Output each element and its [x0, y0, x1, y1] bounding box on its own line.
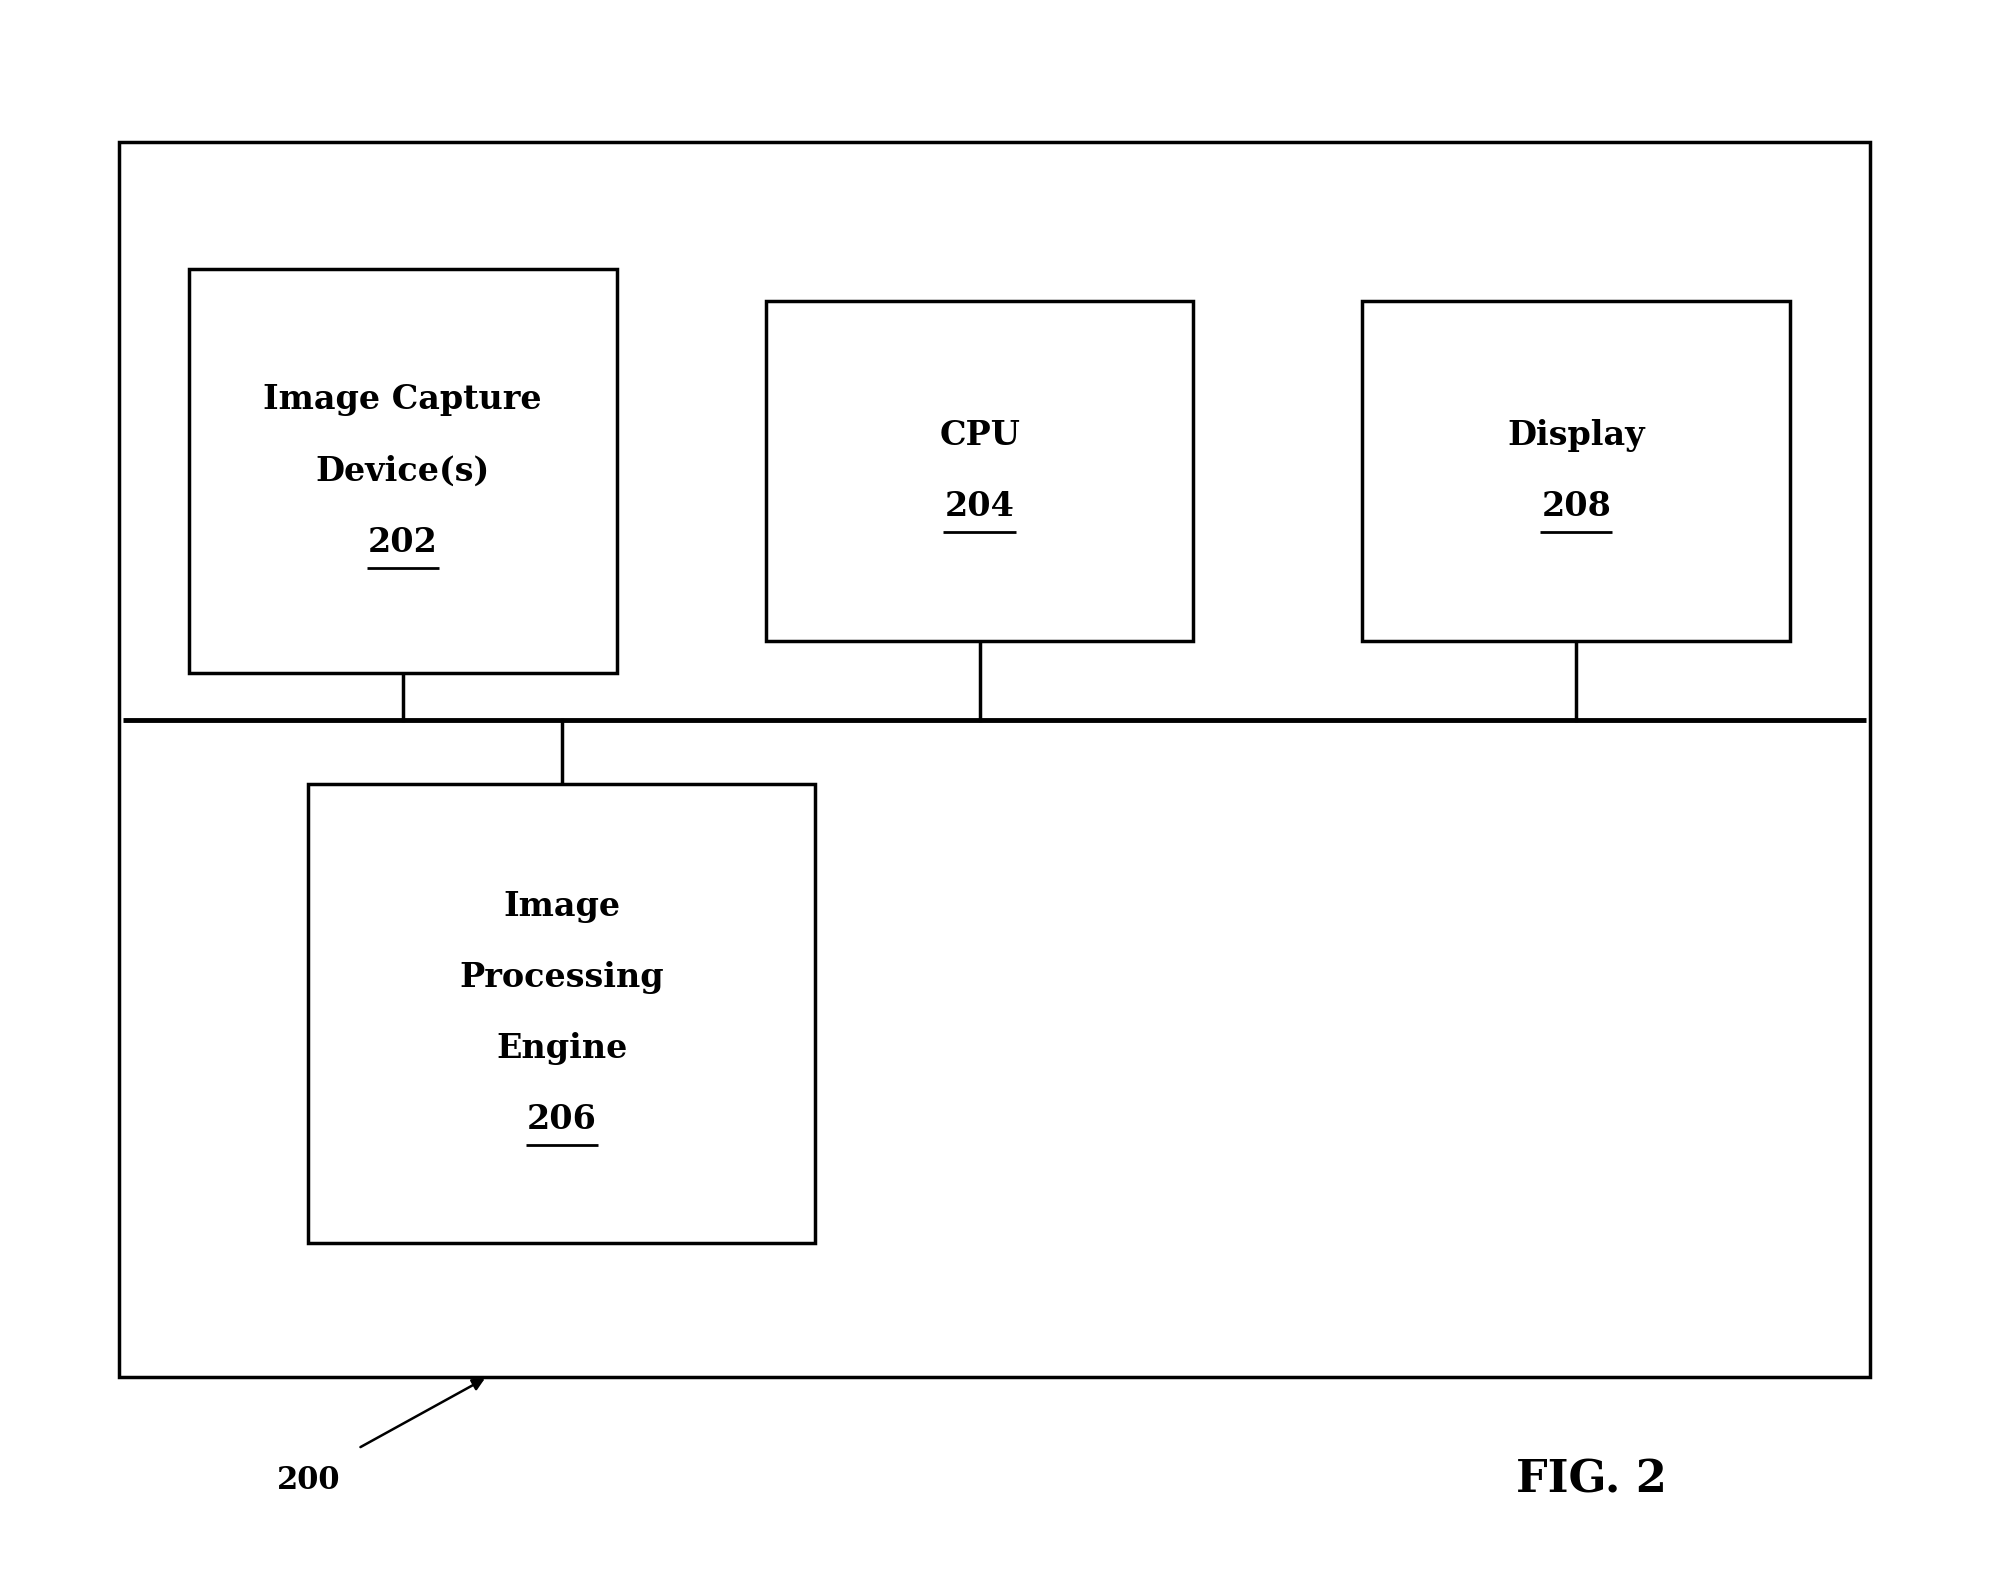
- Text: Engine: Engine: [495, 1032, 629, 1065]
- Bar: [766, 301, 1193, 641]
- Text: Device(s): Device(s): [316, 454, 489, 488]
- Bar: [1362, 301, 1790, 641]
- Bar: [119, 142, 1870, 1377]
- Bar: [308, 784, 815, 1243]
- Text: 206: 206: [527, 1103, 597, 1137]
- Text: Image Capture: Image Capture: [263, 383, 543, 416]
- Bar: [189, 269, 617, 673]
- Text: Display: Display: [1508, 419, 1645, 451]
- Text: Image: Image: [503, 890, 621, 923]
- Text: Processing: Processing: [459, 961, 664, 994]
- Text: 204: 204: [945, 491, 1014, 522]
- Text: FIG. 2: FIG. 2: [1516, 1458, 1667, 1502]
- Text: 202: 202: [368, 526, 438, 559]
- Text: CPU: CPU: [939, 419, 1020, 451]
- Text: 200: 200: [276, 1464, 340, 1496]
- Text: 208: 208: [1541, 491, 1611, 522]
